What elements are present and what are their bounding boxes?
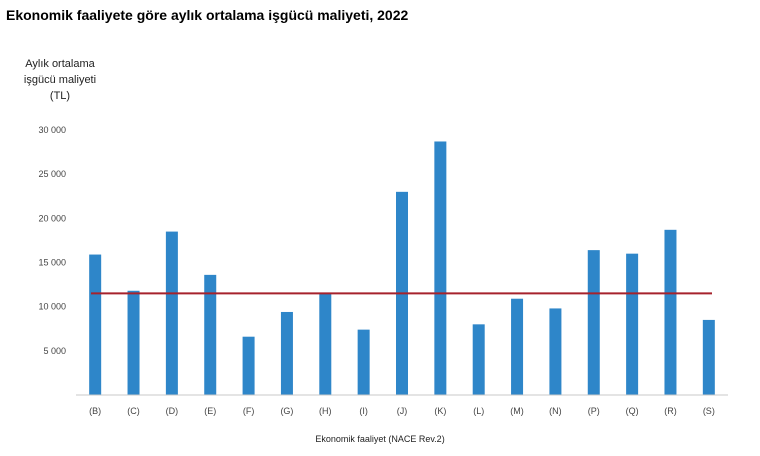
x-axis-ticks: (B) (C) (D) (E) (F) (G) (H) (I) (J) (K) (L) (M) (N) (…	[89, 406, 715, 416]
x-tick-label: (I)	[359, 406, 368, 416]
bar	[702, 319, 715, 395]
y-axis-label: Aylık ortalama işgücü maliyeti (TL)	[14, 56, 106, 104]
bar	[204, 274, 217, 395]
x-tick-label: (N)	[549, 406, 562, 416]
chart-title: Ekonomik faaliyete göre aylık ortalama i…	[6, 7, 409, 23]
bar	[319, 293, 332, 395]
bar	[127, 290, 140, 395]
x-tick-label: (Q)	[626, 406, 639, 416]
y-axis-label-line-1: Aylık ortalama	[25, 58, 95, 70]
y-axis-label-line-2: işgücü maliyeti	[23, 74, 97, 86]
x-tick-label: (R)	[664, 406, 677, 416]
x-tick-label: (B)	[89, 406, 101, 416]
x-tick-label: (F)	[243, 406, 255, 416]
bars	[89, 141, 715, 395]
bar	[89, 254, 102, 395]
x-tick-label: (C)	[127, 406, 140, 416]
x-tick-label: (M)	[510, 406, 524, 416]
x-tick-label: (J)	[397, 406, 408, 416]
y-axis-ticks: 5 000 10 000 15 000 20 000 25 000 30 000	[38, 125, 66, 356]
x-tick-label: (S)	[703, 406, 715, 416]
bar	[472, 324, 485, 395]
x-tick-label: (P)	[588, 406, 600, 416]
bar	[165, 231, 178, 395]
bar	[280, 311, 293, 395]
y-tick-label: 5 000	[43, 346, 66, 356]
y-tick-label: 20 000	[38, 213, 66, 223]
y-tick-label: 25 000	[38, 169, 66, 179]
bar	[626, 253, 639, 395]
x-tick-label: (K)	[434, 406, 446, 416]
bar	[357, 329, 370, 395]
bar	[434, 141, 447, 395]
x-tick-label: (H)	[319, 406, 332, 416]
y-tick-label: 10 000	[38, 302, 66, 312]
bar	[242, 336, 255, 395]
bar	[587, 250, 600, 395]
bar	[664, 229, 677, 395]
x-tick-label: (E)	[204, 406, 216, 416]
y-tick-label: 30 000	[38, 125, 66, 135]
bar	[511, 298, 524, 395]
x-axis-label: Ekonomik faaliyet (NACE Rev.2)	[315, 434, 445, 444]
x-tick-label: (G)	[280, 406, 293, 416]
bar	[549, 308, 562, 395]
y-axis-label-line-3: (TL)	[49, 90, 71, 102]
y-tick-label: 15 000	[38, 258, 66, 268]
x-tick-label: (D)	[166, 406, 179, 416]
x-tick-label: (L)	[473, 406, 484, 416]
